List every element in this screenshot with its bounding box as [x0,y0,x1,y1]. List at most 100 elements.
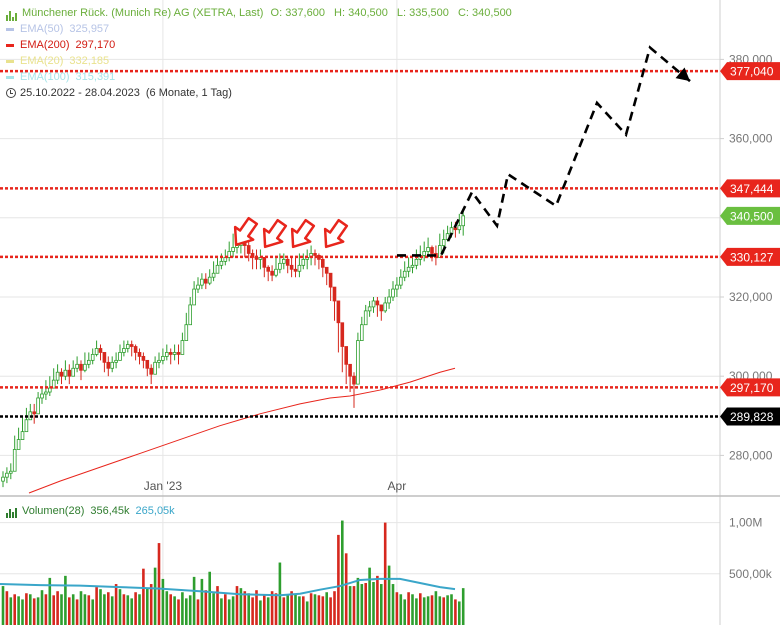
volume-bar [235,586,239,625]
candle-body [184,324,189,341]
volume-bar [83,594,87,625]
candle-body [246,245,251,254]
candle-body [129,344,134,347]
candle-body [161,355,165,361]
ema50-value: 325,957 [69,23,110,35]
volume-bar [395,592,399,625]
volume-bar [247,593,250,625]
volume-bar [126,595,130,625]
date-tick-label: Jan '23 [144,479,183,493]
ema200-line [28,367,456,494]
volume-bar [356,577,360,625]
candle-body [352,375,356,385]
volume-bar [274,593,278,625]
volume-average-line [0,577,456,597]
resistance-arrow-shape [233,216,259,247]
candle-body [122,348,126,353]
candle-body [430,247,434,254]
candle-body [231,247,235,252]
candle-body [1,476,5,482]
candle-body [297,264,302,272]
volume-bar [270,591,274,625]
candle-body [211,272,216,278]
volume-bar [181,592,184,625]
volume-bar [118,589,122,625]
volume-bar [403,599,406,625]
volume-bar [87,595,91,625]
candle-body [348,363,352,377]
volume-bar [5,591,9,625]
candle-body [219,260,224,266]
volume-bar [368,567,371,625]
candle-body [55,371,60,381]
candle-body [16,439,21,450]
volume-bar [391,584,395,625]
period: (6 Monate, 1 Tag) [145,87,232,99]
price-tick-label: 320,000 [729,290,773,304]
ema100-name: EMA(100) [20,71,70,83]
candle-body [371,300,376,308]
candle-body [79,363,83,371]
candle-body [71,367,76,377]
candle-body [168,352,173,355]
volume-bar [380,584,383,625]
volume-bar [243,591,247,625]
volume-legend: Volumen(28) 356,45k 265,05k [6,505,175,518]
candle-body [414,258,419,266]
volume-bar [40,590,44,625]
volume-bar [419,593,422,625]
candle-body [270,270,274,276]
candle-body [63,369,68,377]
candle-body [40,393,44,399]
candle-body [301,258,306,266]
volume-bar [337,534,340,625]
price-tick-label: 360,000 [729,132,773,146]
volume-tick-label: 500,00k [729,567,773,581]
candle-body [153,361,157,375]
volume-tick-label: 1,00M [729,516,762,530]
candle-body [176,352,181,355]
volume-bar [239,588,243,625]
volume-bar [224,594,227,625]
ema200-value: 297,170 [75,39,116,51]
level-tag-label: 330,127 [730,250,774,264]
volume-bar [114,584,118,625]
candle-body [8,470,13,474]
candle-body [59,371,64,377]
volume-bars-icon [6,506,18,518]
candle-body [98,348,103,353]
candle-body [215,264,220,274]
candle-body [367,306,372,312]
candle-body [36,397,40,415]
volume-bar [348,586,352,625]
candle-body [336,300,341,324]
volume-bar [52,595,55,625]
candle-body [320,258,325,268]
price-tick-label: 280,000 [729,448,773,462]
instrument-name: Münchener Rück. (Munich Re) AG (XETRA, L… [22,7,264,19]
volume-bar [149,584,153,625]
candle-body [44,391,48,395]
volume-bar [146,588,149,625]
volume-value-2: 265,05k [135,505,175,517]
candle-body [94,348,99,355]
volume-bar [227,599,231,625]
level-tag [720,407,780,426]
candle-body [391,288,395,298]
volume-bar [298,596,301,625]
candle-body [110,361,115,369]
candle-body [24,419,29,433]
volume-bar [216,586,219,625]
volume-bar [134,592,137,625]
projection-arrowhead-icon [675,67,690,82]
volume-bar [188,595,192,625]
resistance-arrow-icon [262,218,288,249]
date-tick-label: Apr [388,479,407,493]
volume-bar [91,599,94,625]
candle-body [207,276,212,284]
low-value: L: 335,500 [396,7,449,19]
level-tag-label: 289,828 [730,410,774,424]
candle-body [359,324,364,341]
volume-value-1: 356,45k [90,505,130,517]
